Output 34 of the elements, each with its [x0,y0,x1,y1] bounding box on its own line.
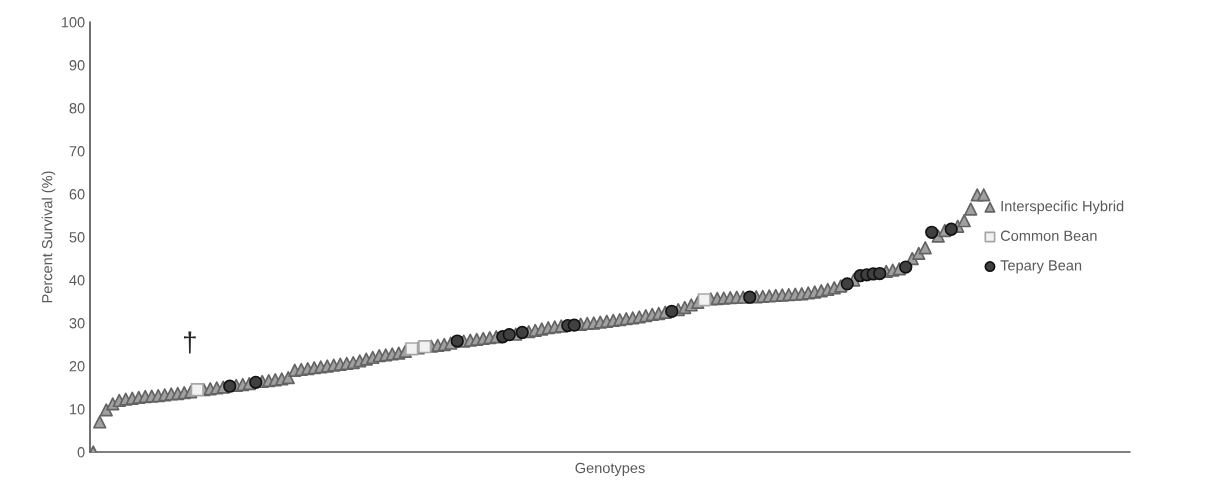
point [502,327,516,342]
x-axis-title: Genotypes [575,462,645,477]
legend-label: Common Bean [1000,230,1097,241]
point [944,222,958,236]
point [899,260,913,274]
point [873,266,887,281]
y-tick-label: 80 [69,103,85,114]
y-tick-label: 10 [70,404,85,415]
point [567,318,581,332]
point [925,225,939,239]
annotation: † [183,331,196,354]
y-tick-label: 50 [69,232,85,243]
point [665,304,679,319]
point [418,340,432,354]
y-tick-label: 100 [61,17,85,28]
y-tick-label: 70 [69,146,85,157]
y-tick-label: 20 [69,361,85,372]
legend-label: Interspecific Hybrid [1001,200,1124,215]
point [190,383,204,397]
y-tick-label: 60 [69,189,85,200]
point [249,375,263,389]
point [697,293,711,307]
point [223,379,237,393]
y-tick-label: 90 [69,60,85,71]
point [743,290,757,304]
y-tick-label: 0 [77,447,85,458]
point [840,277,854,291]
point [405,342,419,356]
point [450,334,464,348]
legend-label: Tepary Bean [1000,260,1082,274]
y-axis-title: Percent Survival (%) [41,171,56,303]
point [515,325,529,340]
y-tick-label: 30 [69,318,85,329]
y-tick-label: 40 [69,275,85,286]
